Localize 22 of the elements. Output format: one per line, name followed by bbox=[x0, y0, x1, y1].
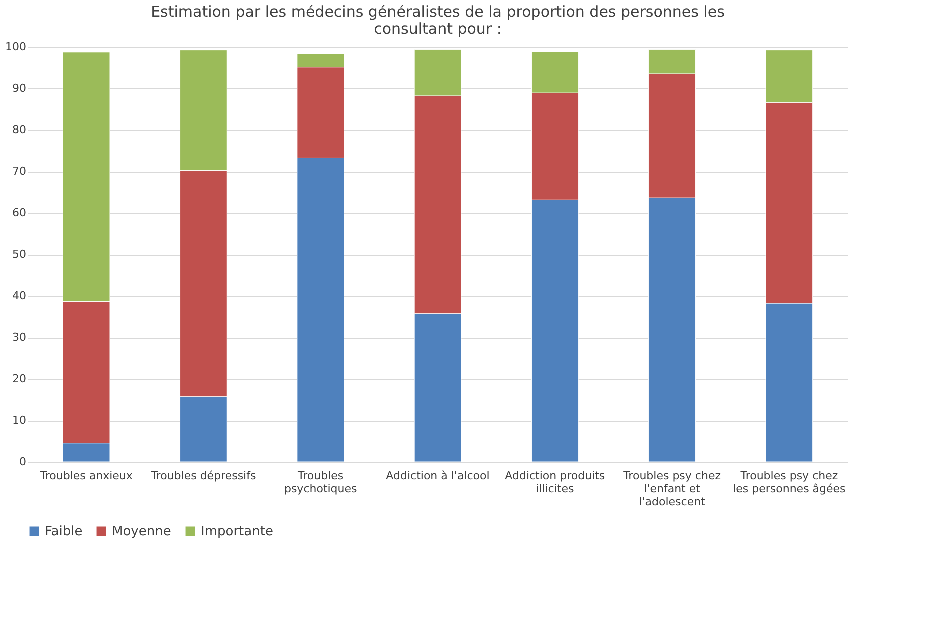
y-tick-label: 20 bbox=[12, 372, 26, 386]
x-tick-label: Troubles dépressifs bbox=[150, 470, 256, 482]
legend-label: Faible bbox=[45, 524, 83, 540]
y-tick-label: 40 bbox=[12, 290, 26, 302]
x-tick-label: Addiction produits illicites bbox=[505, 470, 606, 496]
x-tick-label: Troubles psy chez les personnes âgées bbox=[733, 470, 846, 496]
y-tick-label: 60 bbox=[12, 206, 26, 220]
y-tick-label: 10 bbox=[12, 414, 26, 427]
y-tick-label: 50 bbox=[12, 248, 26, 261]
legend-label: Moyenne bbox=[112, 524, 172, 540]
y-tick-label: 80 bbox=[12, 124, 26, 136]
y-tick-label: 30 bbox=[12, 331, 26, 344]
x-tick-label: Troubles psy chez l'enfant et l'adolescent bbox=[622, 470, 722, 508]
y-tick-label: 90 bbox=[12, 82, 26, 95]
y-tick-label: 70 bbox=[12, 165, 26, 178]
x-tick-label: Troubles psychotiques bbox=[284, 470, 358, 496]
chart-title: Estimation par les médecins généralistes de la proportion des personnes les consultant pour : bbox=[151, 3, 726, 38]
legend-label: Importante bbox=[201, 524, 274, 540]
x-tick-label: Addiction à l'alcool bbox=[386, 470, 490, 482]
x-tick-label: Troubles anxieux bbox=[39, 470, 134, 482]
y-tick-label: 100 bbox=[6, 40, 26, 54]
y-tick-label: 0 bbox=[20, 456, 26, 468]
